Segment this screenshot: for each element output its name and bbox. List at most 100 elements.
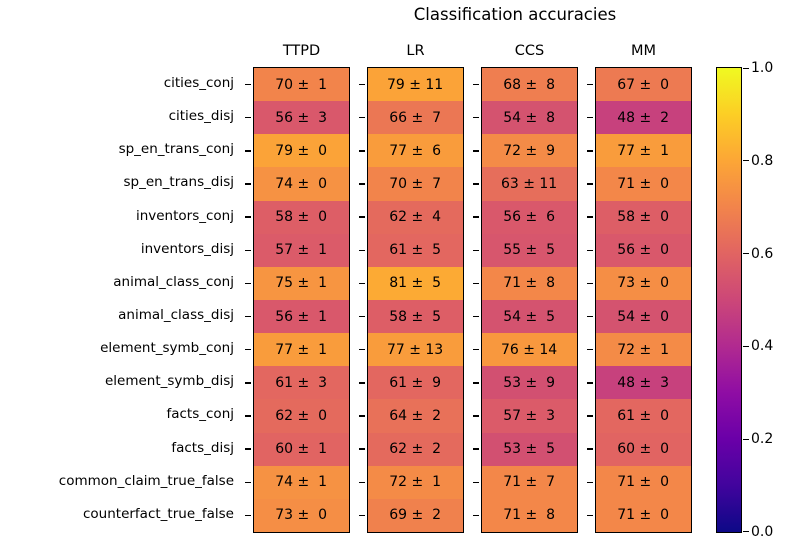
heatmap-cell: 76 ± 14 <box>481 333 577 367</box>
y-tick <box>587 415 594 417</box>
y-tick <box>359 481 366 483</box>
heatmap-cell: 58 ± 5 <box>367 299 463 334</box>
row-label-inventors_conj: inventors_conj <box>135 207 234 224</box>
y-tick <box>245 349 252 351</box>
column-header-LR: LR <box>406 43 425 59</box>
y-tick <box>473 216 480 218</box>
chart-title: Classification accuracies <box>413 5 617 24</box>
row-labels: cities_conj cities_disj sp_en_trans_conj sp… <box>0 67 245 531</box>
y-tick <box>245 216 252 218</box>
y-tick <box>245 150 252 152</box>
colorbar-tick <box>742 252 749 255</box>
heatmap-cell: 77 ± 1 <box>253 333 349 367</box>
y-tick <box>359 349 366 351</box>
row-label-animal_class_disj: animal_class_disj <box>118 307 234 323</box>
y-tick <box>245 514 252 517</box>
y-tick <box>245 315 252 318</box>
colorbar-tick <box>742 345 749 348</box>
y-tick <box>245 448 252 450</box>
heatmap-cell: 58 ± 0 <box>253 200 349 234</box>
heatmap-cell: 73 ± 0 <box>595 266 691 300</box>
heatmap-column-CCS: 68 ± 8 54 ± 8 72 ± 9 63 ± 11 56 ± 6 55 ± 5 71 … <box>473 67 578 533</box>
heatmap-cell: 71 ± 8 <box>481 266 577 300</box>
y-tick <box>473 382 480 384</box>
y-tick <box>359 448 366 450</box>
y-tick <box>245 481 252 483</box>
y-tick <box>359 315 366 318</box>
heatmap-cell: 48 ± 2 <box>595 101 691 135</box>
y-tick <box>587 315 594 318</box>
y-tick <box>473 448 480 450</box>
y-tick <box>473 315 480 318</box>
y-tick <box>473 117 480 119</box>
y-tick <box>359 216 366 218</box>
row-label-common_claim_true_false: common_claim_true_false <box>58 472 234 489</box>
colorbar-tick <box>742 438 749 440</box>
y-tick <box>587 514 594 517</box>
heatmap-cell: 56 ± 6 <box>481 200 577 234</box>
y-tick <box>359 249 366 251</box>
heatmap-cell: 70 ± 1 <box>253 68 349 102</box>
heatmap-cell: 64 ± 2 <box>367 399 463 433</box>
row-label-counterfact_true_false: counterfact_true_false <box>82 505 234 522</box>
colorbar-tick <box>742 160 749 162</box>
y-tick <box>587 183 594 185</box>
colorbar-tick-label: 0.6 <box>751 245 774 262</box>
y-tick <box>587 481 594 483</box>
y-tick <box>473 83 480 86</box>
heatmap-cell: 48 ± 3 <box>595 366 691 400</box>
heatmap-cell: 60 ± 0 <box>595 432 691 466</box>
y-tick <box>473 282 480 285</box>
y-tick <box>587 83 594 86</box>
column-header-CCS: CCS <box>514 43 545 59</box>
heatmap-cell: 77 ± 1 <box>595 134 691 168</box>
y-tick <box>587 382 594 384</box>
heatmap-cell: 61 ± 5 <box>367 233 463 267</box>
y-tick <box>473 415 480 417</box>
heatmap-cell: 53 ± 9 <box>481 366 577 400</box>
colorbar-tick <box>742 530 749 532</box>
heatmap-column-TTPD: 70 ± 1 56 ± 3 79 ± 0 74 ± 0 58 ± 0 57 ± 1 75 ±… <box>245 67 350 533</box>
heatmap-cell: 70 ± 7 <box>367 167 463 201</box>
row-label-inventors_disj: inventors_disj <box>140 240 234 257</box>
heatmap-cell: 74 ± 0 <box>253 167 349 201</box>
heatmap-cell: 56 ± 1 <box>253 299 349 334</box>
heatmap-cell: 54 ± 0 <box>595 299 691 334</box>
heatmap-cell: 68 ± 8 <box>481 68 577 102</box>
y-tick <box>245 382 252 384</box>
heatmap-cell: 71 ± 0 <box>595 167 691 201</box>
y-tick <box>587 282 594 285</box>
heatmap-cell: 79 ± 11 <box>367 68 463 102</box>
y-tick <box>473 249 480 251</box>
colorbar-tick-label: 1.0 <box>751 60 774 76</box>
heatmap-cell: 73 ± 0 <box>253 498 349 532</box>
heatmap-cell: 62 ± 2 <box>367 432 463 466</box>
heatmap-cell: 63 ± 11 <box>481 167 577 201</box>
colorbar-tick-label: 0.4 <box>751 338 774 355</box>
heatmap-cell: 61 ± 9 <box>367 366 463 400</box>
y-tick <box>473 183 480 185</box>
heatmap-cell: 71 ± 0 <box>595 465 691 499</box>
heatmap-cell: 72 ± 1 <box>367 465 463 499</box>
heatmap-cell: 75 ± 1 <box>253 266 349 300</box>
heatmap-cell: 56 ± 3 <box>253 101 349 135</box>
row-label-animal_class_conj: animal_class_conj <box>113 273 234 290</box>
colorbar: 0.0 0.2 0.4 0.6 0.8 1.0 <box>716 60 773 540</box>
heatmap-cell: 71 ± 8 <box>481 498 577 532</box>
heatmap-cell: 56 ± 0 <box>595 233 691 267</box>
heatmap-cell: 72 ± 1 <box>595 333 691 367</box>
column-header-MM: MM <box>630 43 657 59</box>
row-label-facts_conj: facts_conj <box>166 406 234 423</box>
y-tick <box>587 150 594 152</box>
heatmap-cell: 58 ± 0 <box>595 200 691 234</box>
heatmap-cell: 69 ± 2 <box>367 498 463 532</box>
y-tick <box>359 117 366 119</box>
heatmap-column-LR: 79 ± 11 66 ± 7 77 ± 6 70 ± 7 62 ± 4 61 ± 5 81 … <box>359 67 464 533</box>
row-label-sp_en_trans_conj: sp_en_trans_conj <box>118 141 234 158</box>
row-label-cities_disj: cities_disj <box>168 108 234 125</box>
y-tick <box>473 349 480 351</box>
y-tick <box>359 83 366 86</box>
y-tick <box>359 514 366 517</box>
heatmap-cell: 55 ± 5 <box>481 233 577 267</box>
